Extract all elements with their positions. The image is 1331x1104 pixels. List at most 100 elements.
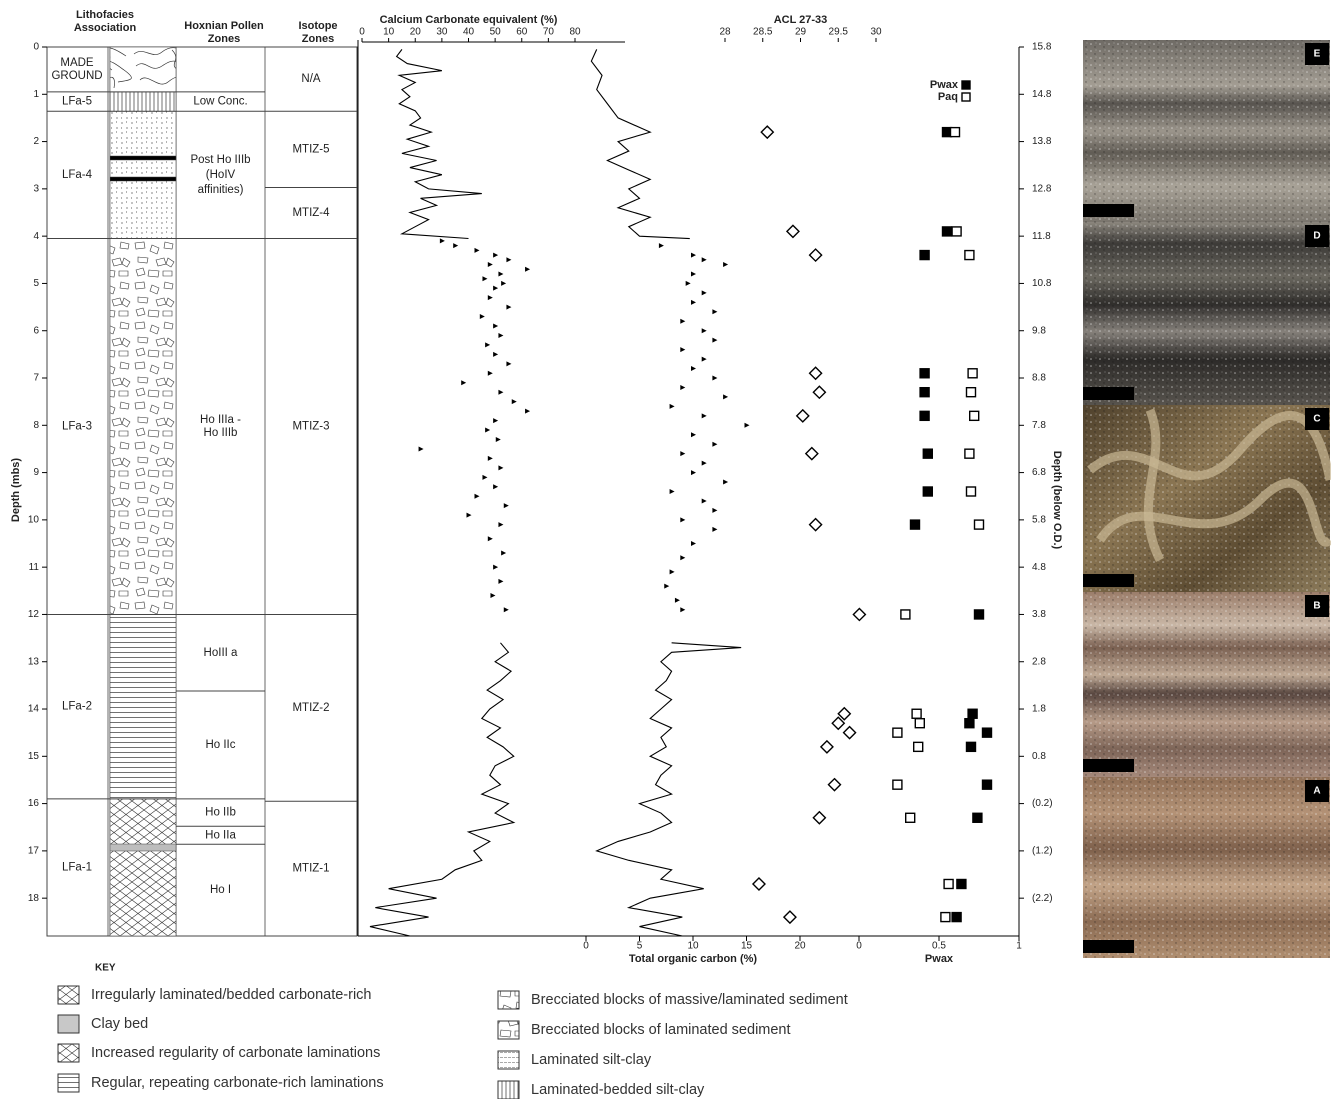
- data-point: [831, 716, 846, 731]
- data-point: [487, 262, 493, 268]
- data-point: [669, 403, 675, 409]
- data-point: [782, 910, 797, 925]
- data-point: [669, 489, 675, 494]
- scale-bar: [1083, 940, 1134, 953]
- photo-texture: [1083, 777, 1330, 958]
- photo-label: E: [1314, 49, 1321, 60]
- data-point: [501, 550, 507, 556]
- x-tick-label: 0.5: [932, 941, 946, 952]
- y2-tick-label: 7.8: [1032, 420, 1046, 431]
- data-point: [701, 356, 707, 362]
- scale-bar: [1083, 387, 1134, 400]
- key-label: Clay bed: [91, 1016, 148, 1032]
- data-point: [852, 607, 867, 622]
- data-point: [842, 725, 857, 740]
- zone-label: N/A: [301, 73, 321, 85]
- data-point: [922, 486, 933, 497]
- y2-tick-label: 10.8: [1032, 278, 1052, 289]
- data-point: [969, 410, 980, 422]
- data-point: [785, 224, 800, 239]
- key-swatch: [57, 1014, 80, 1034]
- data-point: [943, 878, 954, 890]
- data-point: [461, 380, 467, 386]
- y2-tick-label: 13.8: [1032, 136, 1052, 147]
- data-point: [680, 607, 686, 613]
- zone-label: HoIII a: [204, 647, 238, 659]
- lithology-pattern: [109, 46, 177, 93]
- bed: [109, 176, 177, 182]
- zone-label: MTIZ-3: [292, 421, 329, 433]
- data-point: [956, 878, 967, 890]
- photo-swirl: [1087, 411, 1331, 481]
- data-point: [808, 366, 823, 381]
- data-point: [964, 249, 975, 261]
- key-swatch: [497, 1080, 520, 1100]
- data-point: [911, 708, 922, 719]
- zone-label: Ho IIIb: [204, 427, 238, 439]
- data-point: [795, 408, 810, 423]
- data-point: [685, 280, 691, 286]
- key-label: Irregularly laminated/bedded carbonate-r…: [91, 987, 372, 1003]
- photo-label-box: [1305, 225, 1329, 247]
- data-point: [900, 609, 911, 620]
- y2-tick-label: (2.2): [1032, 893, 1053, 904]
- data-point: [511, 399, 517, 405]
- zone-label: LFa-4: [62, 169, 93, 181]
- data-point: [819, 739, 834, 754]
- x-tick-label: 0: [856, 941, 862, 952]
- data-point: [485, 427, 491, 433]
- x-tick-label: 28.5: [753, 27, 773, 38]
- y2-tick-label: 14.8: [1032, 89, 1052, 100]
- profile-line: [590, 49, 690, 240]
- column-header: Zones: [302, 33, 334, 45]
- bed: [109, 155, 177, 161]
- zone-label: MADE: [60, 57, 94, 69]
- data-point: [474, 493, 480, 499]
- lithology-pattern: [109, 238, 177, 615]
- data-point: [965, 386, 977, 398]
- y-tick-label: 4: [33, 231, 39, 242]
- data-point: [919, 368, 930, 379]
- x-tick-label: 0: [583, 941, 589, 952]
- y-tick-label: 17: [28, 846, 40, 857]
- x-axis-title: Calcium Carbonate equivalent (%): [380, 14, 558, 26]
- data-point: [965, 741, 977, 753]
- data-point: [506, 304, 512, 310]
- zone-label: LFa-1: [62, 861, 92, 873]
- data-point: [905, 812, 916, 823]
- x-axis-title: Total organic carbon (%): [629, 953, 757, 965]
- photo-label-box: [1305, 780, 1329, 802]
- data-point: [919, 249, 930, 261]
- key-swatch: [57, 1073, 80, 1093]
- zone-label: Ho IIb: [205, 807, 236, 819]
- data-point: [680, 384, 686, 390]
- data-point: [482, 276, 488, 282]
- photo-texture: [1083, 222, 1330, 405]
- legend-swatch: [961, 80, 971, 90]
- data-point: [680, 555, 686, 561]
- data-point: [712, 375, 718, 381]
- data-point: [701, 460, 707, 466]
- data-point: [493, 323, 499, 329]
- data-point: [439, 238, 445, 244]
- y2-tick-label: 2.8: [1032, 656, 1046, 667]
- data-point: [485, 342, 491, 348]
- x-tick-label: 20: [794, 941, 806, 952]
- column-header: Hoxnian Pollen: [184, 20, 264, 32]
- data-point: [967, 368, 978, 379]
- data-point: [919, 386, 930, 398]
- key-title: KEY: [95, 963, 116, 974]
- data-point: [506, 257, 512, 263]
- data-point: [808, 248, 823, 263]
- key-swatch: [57, 985, 80, 1005]
- data-point: [691, 470, 696, 476]
- zone-label: MTIZ-1: [292, 863, 329, 875]
- photo-texture: [1083, 592, 1330, 777]
- y-tick-label: 15: [28, 751, 40, 762]
- photo-label-box: [1305, 43, 1329, 65]
- y2-tick-label: 6.8: [1032, 467, 1046, 478]
- y2-tick-label: 9.8: [1032, 325, 1046, 336]
- data-point: [664, 583, 670, 589]
- y2-tick-label: 12.8: [1032, 184, 1052, 195]
- data-point: [680, 517, 686, 523]
